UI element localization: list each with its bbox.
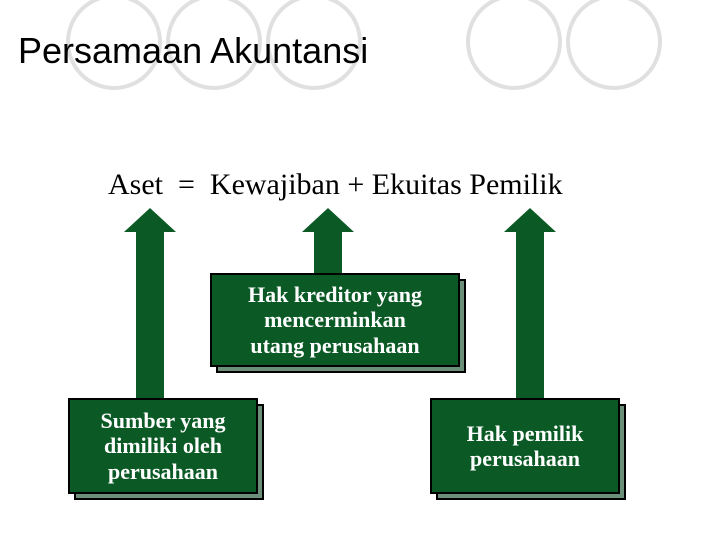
page-title: Persamaan Akuntansi — [18, 30, 368, 72]
box-pemilik-label: Hak pemilik perusahaan — [467, 421, 584, 472]
box-sumber-label: Sumber yang dimiliki oleh perusahaan — [101, 408, 226, 484]
equation-text: Aset = Kewajiban + Ekuitas Pemilik — [108, 168, 563, 202]
box-pemilik: Hak pemilik perusahaan — [430, 398, 620, 494]
box-sumber: Sumber yang dimiliki oleh perusahaan — [68, 398, 258, 494]
box-kreditor-label: Hak kreditor yang mencerminkan utang per… — [248, 282, 422, 358]
box-kreditor: Hak kreditor yang mencerminkan utang per… — [210, 273, 460, 367]
decor-circle-5 — [566, 0, 662, 90]
decor-circle-4 — [466, 0, 562, 90]
